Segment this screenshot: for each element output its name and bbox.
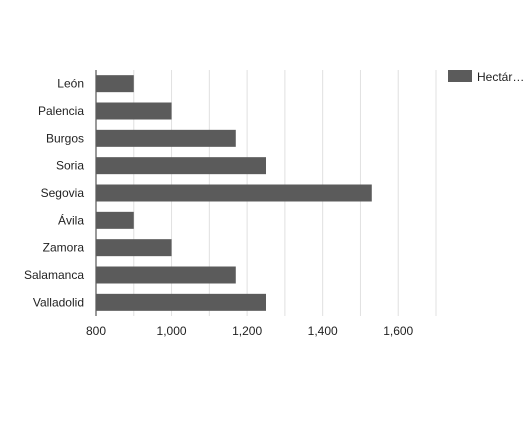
category-label-1: Palencia [38,104,84,118]
x-axis-ticks: 800 1,000 1,200 1,400 1,600 [86,324,414,338]
category-label-4: Segovia [41,186,85,200]
bar-7[interactable] [96,266,236,284]
legend[interactable]: Hectár… [448,70,524,84]
bar-3[interactable] [96,157,266,175]
x-tick-label-3: 1,400 [308,324,338,338]
bar-0[interactable] [96,75,134,93]
category-label-7: Salamanca [24,268,84,282]
category-labels: León Palencia Burgos Soria Segovia Ávila Zamor… [24,77,84,310]
category-label-2: Burgos [46,131,84,145]
bar-2[interactable] [96,129,236,147]
category-label-5: Ávila [58,212,84,227]
bar-6[interactable] [96,239,172,257]
x-tick-label-4: 1,600 [383,324,413,338]
x-tick-label-0: 800 [86,324,106,338]
legend-label: Hectár… [477,70,524,84]
bar-1[interactable] [96,102,172,120]
x-tick-label-1: 1,000 [157,324,187,338]
bar-8[interactable] [96,293,266,311]
bar-5[interactable] [96,211,134,229]
bars [96,75,372,311]
category-label-8: Valladolid [33,295,84,309]
category-label-6: Zamora [43,241,85,255]
bar-4[interactable] [96,184,372,202]
category-label-3: Soria [56,159,84,173]
category-label-0: León [57,77,84,91]
x-tick-label-2: 1,200 [232,324,262,338]
legend-swatch [448,70,472,82]
